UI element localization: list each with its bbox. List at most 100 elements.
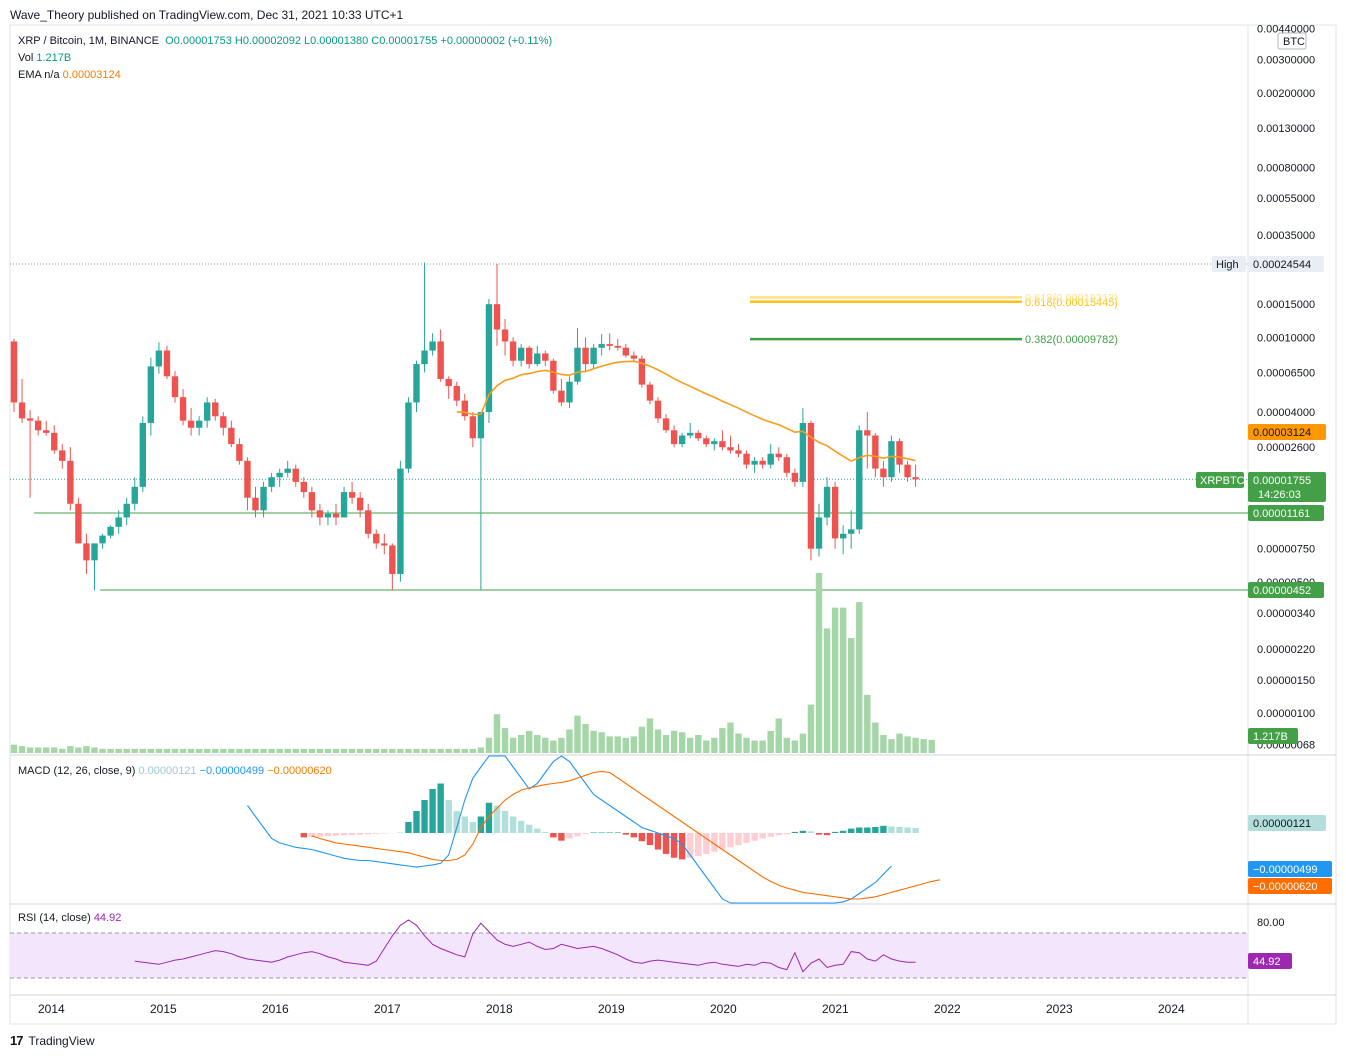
volume-bar	[856, 602, 863, 753]
volume-bar	[429, 748, 436, 753]
rsi-legend[interactable]: RSI (14, close) 44.92	[18, 912, 121, 924]
macd-histogram-bar	[509, 816, 517, 833]
candle-body	[807, 422, 815, 549]
volume-bar	[775, 718, 782, 753]
macd-histogram-bar	[534, 828, 541, 833]
macd-histogram-bar	[437, 783, 444, 833]
volume-bar	[703, 740, 710, 753]
price-axis-label: 0.00000100	[1257, 708, 1315, 720]
macd-histogram-bar	[687, 833, 694, 858]
candle-body	[783, 457, 790, 473]
volume-bar	[397, 748, 404, 753]
time-axis-label: 2017	[374, 1002, 401, 1016]
candle-body	[839, 533, 847, 539]
volume-bar	[783, 737, 790, 753]
ema-price-badge	[1248, 424, 1326, 440]
macd-histogram-bar	[678, 833, 686, 860]
candle-body	[493, 304, 501, 330]
time-axis-label: 2014	[38, 1002, 65, 1016]
macd-histogram-bar	[469, 822, 477, 833]
price-axis-label: 0.00015000	[1257, 299, 1315, 311]
price-axis-label: 0.00440000	[1257, 23, 1315, 35]
volume-bar	[107, 748, 114, 753]
candle-body	[526, 347, 533, 365]
volume-bar	[469, 748, 477, 753]
ohlc-high: H0.00002092	[234, 35, 301, 47]
signal-badge	[1248, 878, 1332, 894]
macd-histogram-bar	[485, 802, 493, 833]
rsi-value: 44.92	[93, 912, 122, 924]
candle-body	[147, 366, 155, 423]
candle-body	[268, 477, 275, 487]
macd-line	[247, 755, 892, 904]
volume-bar	[308, 748, 316, 753]
candle-body	[187, 420, 195, 428]
volume-bar	[115, 748, 122, 753]
candle-body	[856, 430, 863, 530]
volume-label: Vol	[18, 52, 34, 64]
macd-histogram-bar	[493, 805, 501, 833]
macd-histogram-bar	[622, 833, 629, 835]
candle-body	[43, 430, 50, 433]
macd-histogram-bar	[332, 833, 340, 836]
macd-legend[interactable]: MACD (12, 26, close, 9) 0.00000121 −0.00…	[18, 765, 332, 777]
ema-legend[interactable]: EMA n/a 0.00003124	[18, 69, 121, 81]
volume-bar	[381, 748, 388, 753]
volume-bar	[678, 732, 686, 753]
volume-bar	[147, 748, 155, 753]
candle-body	[316, 510, 324, 518]
price-axis-label: 0.00080000	[1257, 163, 1315, 175]
macd-histogram-bar	[582, 833, 589, 835]
volume-bar	[340, 748, 348, 753]
volume-legend[interactable]: Vol 1.217B	[18, 52, 71, 64]
candle-body	[308, 492, 316, 511]
price-axis-label: 0.00300000	[1257, 55, 1315, 67]
volume-bar	[904, 736, 911, 753]
macd-histogram-bar	[799, 830, 807, 833]
candle-body	[179, 397, 187, 421]
candle-body	[356, 497, 364, 511]
support-badge-text: 0.00001161	[1253, 508, 1310, 520]
rsi-badge	[1248, 953, 1292, 969]
candle-body	[413, 364, 420, 403]
volume-bar	[139, 748, 146, 753]
volume-bar	[509, 737, 517, 753]
footer-brand[interactable]: TradingView	[28, 1033, 95, 1048]
volume-bar	[445, 748, 452, 753]
volume-bar	[300, 748, 307, 753]
macd-histogram-bar	[888, 826, 895, 833]
macd-histogram-bar	[646, 833, 654, 846]
volume-bar	[719, 728, 726, 753]
candle-body	[365, 510, 372, 534]
volume-bar	[179, 748, 187, 753]
price-axis-label: 0.00035000	[1257, 230, 1315, 242]
volume-bar	[477, 747, 485, 753]
volume-bar	[260, 748, 267, 753]
volume-bar	[163, 748, 171, 753]
candle-body	[244, 460, 251, 498]
symbol-title[interactable]: XRP / Bitcoin, 1M, BINANCE	[18, 35, 160, 47]
rsi-badge-text: 44.92	[1253, 956, 1281, 968]
volume-bar	[751, 740, 758, 753]
macd-histogram-bar	[831, 831, 839, 833]
volume-bar	[99, 748, 106, 753]
time-axis-label: 2018	[486, 1002, 513, 1016]
candle-body	[501, 329, 509, 342]
volume-bar	[517, 735, 525, 753]
macd-histogram-bar	[517, 820, 525, 833]
macd-histogram-bar	[864, 827, 871, 833]
macd-histogram-bar	[558, 833, 565, 841]
support-badge	[1248, 505, 1324, 522]
macd-histogram-bar	[574, 833, 581, 837]
candle-body	[437, 341, 444, 379]
volume-badge	[1248, 728, 1298, 744]
candle-body	[10, 341, 18, 403]
macd-histogram-bar	[727, 833, 734, 848]
currency-badge	[1277, 32, 1307, 50]
volume-bar	[799, 733, 807, 753]
macd-histogram-bar	[308, 833, 316, 838]
volume-bar	[59, 748, 66, 753]
price-axis-label: 0.00002600	[1257, 442, 1315, 454]
volume-bar	[204, 748, 211, 753]
candle-body	[558, 390, 565, 403]
